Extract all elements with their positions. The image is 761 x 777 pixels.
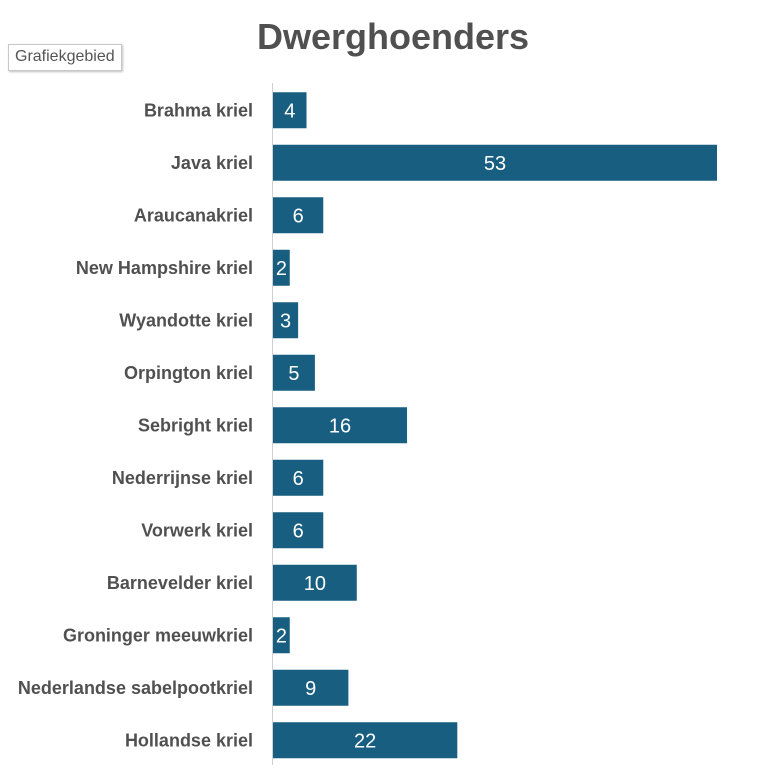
bar: [273, 617, 290, 654]
data-label: 5: [288, 363, 299, 385]
chart-title: Dwerghoenders: [257, 16, 529, 57]
data-label: 16: [329, 415, 351, 437]
data-label: 3: [280, 310, 291, 332]
category-label: Orpington kriel: [124, 363, 253, 383]
category-label: Groninger meeuwkriel: [63, 625, 253, 645]
bar: [273, 249, 290, 286]
bar: [273, 407, 408, 444]
bar: [273, 92, 307, 129]
data-label: 53: [484, 153, 506, 175]
data-label: 2: [276, 625, 287, 647]
bar: [273, 564, 357, 601]
bar: [273, 722, 458, 759]
category-label: Nederlandse sabelpootkriel: [18, 678, 253, 698]
bar: [273, 197, 324, 234]
data-label: 9: [305, 678, 316, 700]
data-label: 22: [354, 730, 376, 752]
category-label: Vorwerk kriel: [141, 520, 253, 540]
bar: [273, 669, 349, 706]
bar: [273, 512, 324, 549]
bar: [273, 459, 324, 496]
category-label: Barnevelder kriel: [107, 573, 253, 593]
data-label: 6: [293, 205, 304, 227]
category-label: Araucanakriel: [134, 205, 253, 225]
data-label: 6: [293, 468, 304, 490]
data-label: 10: [304, 573, 326, 595]
category-label: Java kriel: [171, 153, 253, 173]
bar: [273, 144, 717, 181]
bar: [273, 354, 315, 391]
category-label: Hollandse kriel: [125, 730, 253, 750]
chart-area-tooltip: Grafiekgebied: [8, 44, 122, 71]
data-label: 2: [276, 258, 287, 280]
data-label: 6: [293, 520, 304, 542]
bar: [273, 302, 299, 339]
data-label: 4: [284, 100, 295, 122]
category-label: Brahma kriel: [144, 100, 253, 120]
category-label: Nederrijnse kriel: [112, 468, 253, 488]
category-label: Sebright kriel: [138, 415, 253, 435]
category-label: New Hampshire kriel: [76, 258, 253, 278]
category-label: Wyandotte kriel: [119, 310, 253, 330]
